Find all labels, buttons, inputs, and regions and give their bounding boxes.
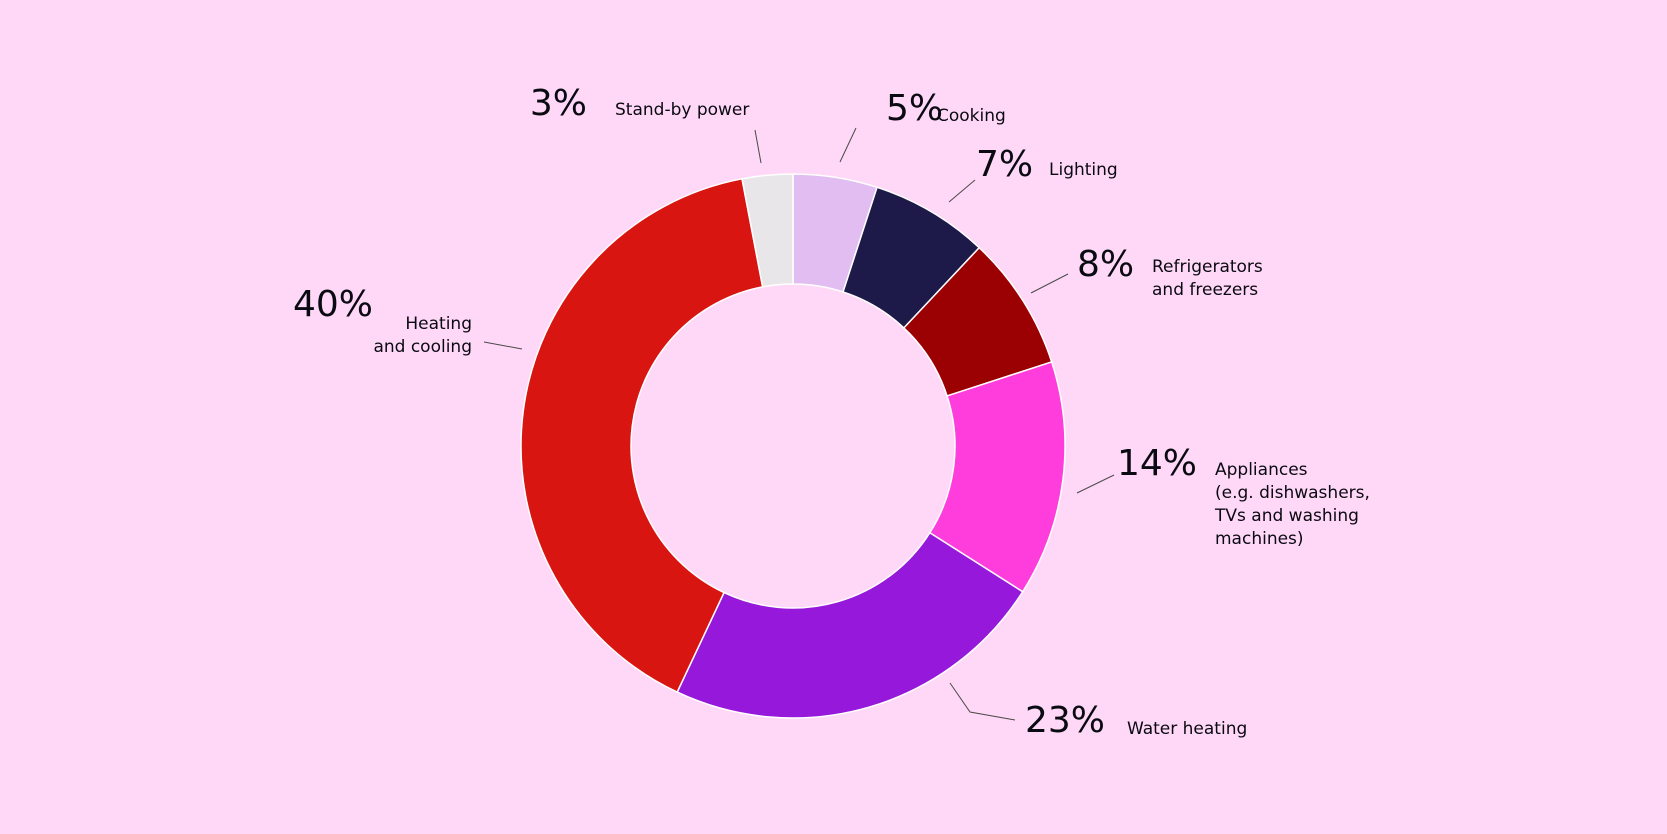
slices-group: [520, 173, 1066, 719]
slice-category-label: Stand-by power: [615, 100, 749, 120]
slice-category-label: Cooking: [937, 106, 1006, 126]
leader-line: [949, 682, 1016, 721]
leader-line: [948, 179, 976, 203]
leader-lines-group: [483, 127, 1115, 721]
slice-value-label: 7%: [976, 144, 1033, 185]
leader-line: [839, 127, 857, 163]
slice-category-label: Appliances (e.g. dishwashers, TVs and wash…: [1214, 460, 1370, 549]
leader-line: [1030, 273, 1069, 294]
slice-value-label: 5%: [886, 88, 943, 129]
slice-category-label: Heating and cooling: [373, 314, 472, 357]
slice-category-label: Refrigerators and freezers: [1152, 257, 1263, 300]
slice-value-label: 23%: [1025, 700, 1105, 741]
slice-category-label: Lighting: [1049, 160, 1118, 180]
slice-value-label: 14%: [1117, 443, 1197, 484]
leader-line: [1076, 474, 1115, 494]
slice-category-label: Water heating: [1127, 719, 1247, 739]
leader-line: [754, 129, 762, 164]
labels-group: 5%Cooking 7% Lighting 8% Refrigerators and fr…: [293, 83, 1370, 741]
slice-heating-and-cooling: [520, 177, 764, 694]
slice-value-label: 8%: [1077, 244, 1134, 285]
slice-stand-by-power: [741, 173, 794, 288]
slice-value-label: 40%: [293, 284, 373, 325]
slice-water-heating: [676, 531, 1024, 719]
slice-value-label: 3%: [530, 83, 587, 124]
leader-line: [483, 341, 523, 350]
